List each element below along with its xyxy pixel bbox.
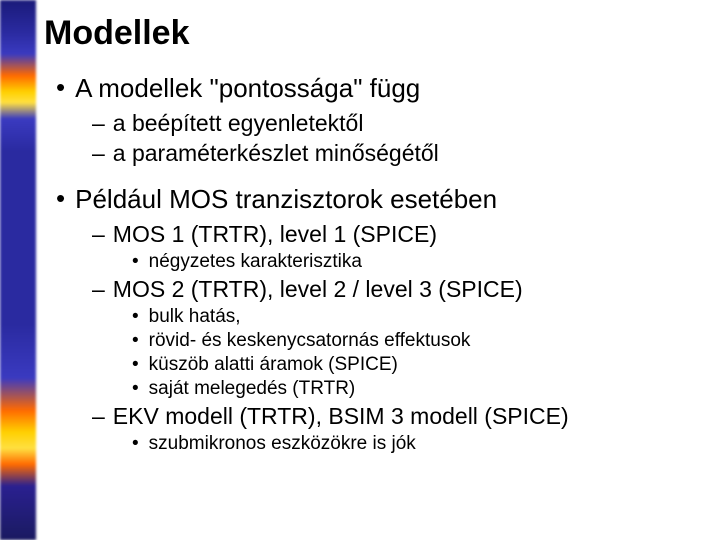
- bullet-marker: –: [92, 221, 105, 248]
- bullet-marker: •: [132, 306, 139, 328]
- bullet-marker: •: [132, 251, 139, 273]
- bullet-text: bulk hatás,: [149, 306, 241, 328]
- bullet-text: Például MOS tranzisztorok esetében: [75, 184, 497, 215]
- bullet-text: rövid- és keskenycsatornás effektusok: [149, 330, 471, 352]
- bullet-marker: –: [92, 110, 105, 137]
- bullet-text: négyzetes karakterisztika: [149, 251, 362, 273]
- bullet-text: EKV modell (TRTR), BSIM 3 modell (SPICE): [113, 403, 569, 430]
- bullet-marker: –: [92, 403, 105, 430]
- slide-title: Modellek: [44, 14, 704, 53]
- decorative-sidebar: [0, 0, 36, 540]
- bullet-lvl2: – a beépített egyenletektől: [92, 110, 704, 137]
- bullet-text: küszöb alatti áramok (SPICE): [149, 354, 398, 376]
- bullet-text: MOS 2 (TRTR), level 2 / level 3 (SPICE): [113, 276, 523, 303]
- bullet-lvl3: • saját melegedés (TRTR): [132, 378, 704, 400]
- bullet-marker: •: [56, 184, 65, 213]
- bullet-lvl2: – a paraméterkészlet minőségétől: [92, 140, 704, 167]
- bullet-lvl3: • négyzetes karakterisztika: [132, 251, 704, 273]
- bullet-lvl1: • A modellek "pontossága" függ: [56, 73, 704, 104]
- slide-content: Modellek • A modellek "pontossága" függ …: [44, 14, 704, 457]
- bullet-lvl3: • szubmikronos eszközökre is jók: [132, 433, 704, 455]
- bullet-lvl3: • rövid- és keskenycsatornás effektusok: [132, 330, 704, 352]
- bullet-text: saját melegedés (TRTR): [149, 378, 356, 400]
- bullet-text: a beépített egyenletektől: [113, 110, 364, 137]
- bullet-marker: –: [92, 140, 105, 167]
- bullet-lvl2: – MOS 2 (TRTR), level 2 / level 3 (SPICE…: [92, 276, 704, 303]
- bullet-text: szubmikronos eszközökre is jók: [149, 433, 416, 455]
- bullet-lvl3: • bulk hatás,: [132, 306, 704, 328]
- bullet-text: A modellek "pontossága" függ: [75, 73, 420, 104]
- bullet-marker: •: [132, 433, 139, 455]
- bullet-marker: •: [132, 330, 139, 352]
- bullet-marker: •: [132, 354, 139, 376]
- bullet-lvl2: – EKV modell (TRTR), BSIM 3 modell (SPIC…: [92, 403, 704, 430]
- bullet-text: a paraméterkészlet minőségétől: [113, 140, 439, 167]
- bullet-marker: •: [132, 378, 139, 400]
- bullet-text: MOS 1 (TRTR), level 1 (SPICE): [113, 221, 437, 248]
- bullet-lvl1: • Például MOS tranzisztorok esetében: [56, 184, 704, 215]
- bullet-lvl2: – MOS 1 (TRTR), level 1 (SPICE): [92, 221, 704, 248]
- bullet-marker: –: [92, 276, 105, 303]
- bullet-lvl3: • küszöb alatti áramok (SPICE): [132, 354, 704, 376]
- bullet-marker: •: [56, 73, 65, 102]
